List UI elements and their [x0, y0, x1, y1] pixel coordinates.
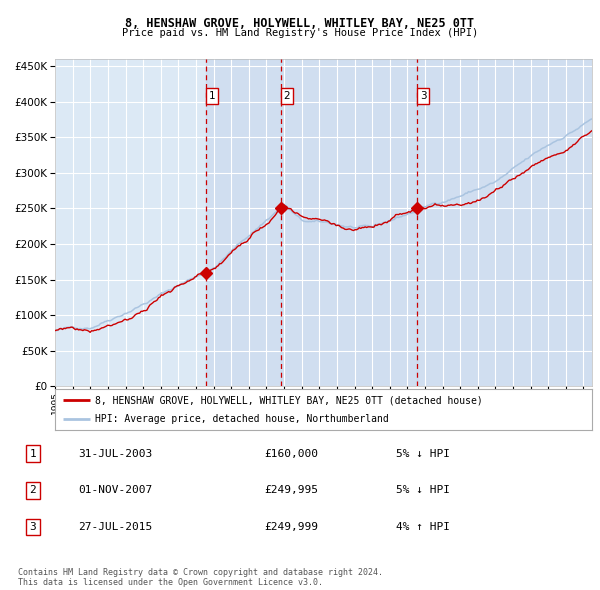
Text: Price paid vs. HM Land Registry's House Price Index (HPI): Price paid vs. HM Land Registry's House …: [122, 28, 478, 38]
Text: 2: 2: [29, 486, 37, 495]
Text: 2: 2: [284, 91, 290, 101]
Bar: [281, 59, 418, 386]
Text: 5% ↓ HPI: 5% ↓ HPI: [396, 486, 450, 495]
Bar: [206, 59, 281, 386]
Bar: [418, 59, 592, 386]
Text: £249,995: £249,995: [264, 486, 318, 495]
Text: 1: 1: [29, 449, 37, 458]
Text: 1: 1: [209, 91, 215, 101]
Text: Contains HM Land Registry data © Crown copyright and database right 2024.
This d: Contains HM Land Registry data © Crown c…: [18, 568, 383, 587]
Text: 5% ↓ HPI: 5% ↓ HPI: [396, 449, 450, 458]
Text: 31-JUL-2003: 31-JUL-2003: [78, 449, 152, 458]
Text: 3: 3: [420, 91, 427, 101]
Text: 8, HENSHAW GROVE, HOLYWELL, WHITLEY BAY, NE25 0TT: 8, HENSHAW GROVE, HOLYWELL, WHITLEY BAY,…: [125, 17, 475, 30]
Text: 01-NOV-2007: 01-NOV-2007: [78, 486, 152, 495]
Text: 27-JUL-2015: 27-JUL-2015: [78, 522, 152, 532]
Text: 8, HENSHAW GROVE, HOLYWELL, WHITLEY BAY, NE25 0TT (detached house): 8, HENSHAW GROVE, HOLYWELL, WHITLEY BAY,…: [95, 395, 483, 405]
Text: 4% ↑ HPI: 4% ↑ HPI: [396, 522, 450, 532]
Text: 3: 3: [29, 522, 37, 532]
Text: HPI: Average price, detached house, Northumberland: HPI: Average price, detached house, Nort…: [95, 414, 389, 424]
Text: £249,999: £249,999: [264, 522, 318, 532]
Text: £160,000: £160,000: [264, 449, 318, 458]
